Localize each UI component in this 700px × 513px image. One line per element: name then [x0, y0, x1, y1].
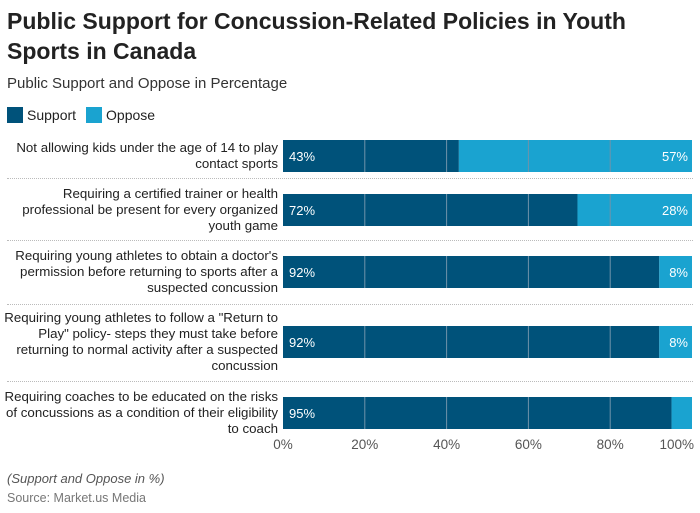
chart-subtitle: Public Support and Oppose in Percentage: [7, 75, 288, 92]
category-label: Not allowing kids under the age of 14 to…: [16, 140, 278, 171]
x-tick-label: 60%: [515, 437, 542, 452]
bar-support: [283, 397, 672, 429]
data-label-oppose: 8%: [669, 335, 688, 350]
data-label-support: 43%: [289, 149, 315, 164]
bar-support: [283, 194, 578, 226]
data-label-oppose: 28%: [662, 203, 688, 218]
legend: Support Oppose: [7, 107, 155, 123]
legend-support: Support: [7, 107, 76, 123]
bar-oppose: [659, 256, 692, 288]
footnote: (Support and Oppose in %): [7, 471, 165, 486]
source: Source: Market.us Media: [7, 491, 146, 505]
category-label: Requiring young athletes to obtain a doc…: [15, 248, 278, 295]
bar-support: [283, 256, 660, 288]
legend-swatch-oppose: [86, 107, 103, 123]
bar-support: [283, 326, 660, 358]
chart-title: Public Support for Concussion-Related Po…: [7, 8, 626, 64]
x-tick-label: 0%: [273, 437, 293, 452]
x-tick-label: 20%: [351, 437, 378, 452]
data-label-support: 92%: [289, 335, 315, 350]
bar-oppose: [577, 194, 692, 226]
legend-label-oppose: Oppose: [106, 107, 156, 123]
legend-label-support: Support: [27, 107, 77, 123]
x-tick-label: 40%: [433, 437, 460, 452]
category-label: Requiring coaches to be educated on the …: [4, 389, 279, 436]
bar-oppose: [659, 326, 692, 358]
legend-oppose: Oppose: [86, 107, 155, 123]
x-tick-label: 80%: [597, 437, 624, 452]
data-label-support: 92%: [289, 265, 315, 280]
data-label-support: 95%: [289, 406, 315, 421]
category-label: Requiring a certified trainer or health …: [22, 186, 278, 233]
row-separator: [7, 178, 693, 179]
row-separator: [7, 240, 693, 241]
bar-oppose: [671, 397, 692, 429]
data-label-oppose: 57%: [662, 149, 688, 164]
legend-swatch-support: [7, 107, 23, 123]
row-separator: [7, 381, 693, 382]
bar-support: [283, 140, 459, 172]
data-label-oppose: 8%: [669, 265, 688, 280]
data-label-support: 72%: [289, 203, 315, 218]
bar-oppose: [458, 140, 692, 172]
row-separator: [7, 304, 693, 305]
category-label: Requiring young athletes to follow a "Re…: [4, 310, 278, 373]
x-tick-label: 100%: [659, 437, 694, 452]
